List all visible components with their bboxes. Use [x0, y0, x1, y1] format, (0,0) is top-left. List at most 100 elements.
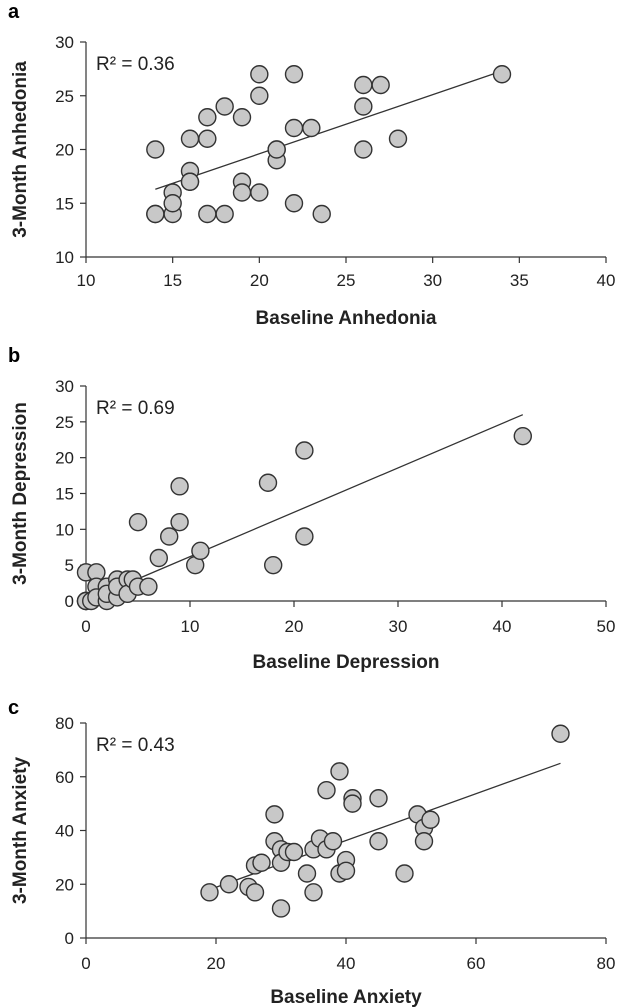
data-point [395, 864, 414, 883]
data-point [252, 853, 271, 872]
data-point [336, 861, 356, 881]
data-point [295, 441, 314, 460]
panel-letter: c [8, 697, 19, 719]
data-point [513, 426, 532, 446]
y-axis-title: 3-Month Anxiety [10, 757, 31, 905]
x-tick-label: 80 [597, 954, 616, 973]
data-point [250, 183, 269, 202]
x-tick-label: 35 [510, 271, 529, 290]
data-point [159, 527, 179, 546]
data-point [170, 512, 189, 532]
y-tick-label: 0 [65, 929, 74, 948]
x-tick-label: 10 [181, 617, 200, 636]
data-point [551, 724, 570, 743]
y-tick-label: 20 [55, 449, 74, 468]
data-point [265, 805, 284, 824]
x-axis-title: Baseline Depression [253, 652, 440, 673]
data-point [284, 842, 304, 862]
data-point [198, 129, 217, 148]
data-point [180, 129, 200, 148]
y-tick-label: 20 [55, 141, 74, 160]
data-point [284, 65, 304, 84]
data-point [304, 883, 323, 902]
data-point [264, 555, 283, 575]
data-point [414, 832, 434, 851]
data-point [198, 204, 217, 224]
data-point [343, 794, 362, 813]
data-point [421, 810, 440, 829]
data-point [271, 899, 291, 918]
data-point [170, 477, 189, 496]
y-tick-label: 60 [55, 768, 74, 787]
data-point [146, 140, 165, 159]
x-tick-label: 25 [337, 271, 356, 290]
data-point [330, 762, 349, 781]
data-point [128, 512, 148, 532]
x-tick-label: 60 [467, 954, 486, 973]
data-point [250, 65, 269, 84]
panel-letter: a [8, 1, 20, 23]
panel-letter: b [8, 345, 20, 367]
y-tick-label: 30 [55, 377, 74, 396]
data-point [258, 473, 278, 492]
data-point [219, 875, 239, 894]
data-point [284, 194, 304, 213]
data-point [312, 204, 331, 224]
x-tick-label: 30 [423, 271, 442, 290]
y-tick-label: 15 [55, 194, 74, 213]
data-point [317, 780, 336, 800]
data-point [198, 108, 217, 127]
x-tick-label: 0 [81, 617, 90, 636]
data-point [146, 204, 165, 224]
data-point [302, 118, 321, 138]
y-axis-title: 3-Month Anhedonia [10, 61, 31, 238]
r-squared-label: R² = 0.36 [96, 54, 175, 75]
x-tick-label: 50 [597, 617, 616, 636]
data-point [295, 527, 314, 546]
data-point [245, 883, 265, 902]
data-point [200, 883, 219, 902]
y-tick-label: 10 [55, 248, 74, 267]
x-tick-label: 15 [163, 271, 182, 290]
x-axis-title: Baseline Anxiety [270, 987, 422, 1008]
panel-c: c 0 20 40 60 80 0 20 40 60 80 Baseline Anxiety 3-Mon… [8, 697, 615, 1008]
data-point [163, 194, 182, 213]
y-axis-title: 3-Month Depression [10, 402, 31, 585]
x-tick-label: 20 [285, 617, 304, 636]
data-point [149, 548, 169, 568]
data-point [232, 108, 252, 127]
data-point [232, 183, 252, 202]
data-point [369, 789, 388, 808]
y-tick-label: 25 [55, 413, 74, 432]
r-squared-label: R² = 0.69 [96, 398, 175, 419]
data-point [191, 541, 210, 561]
r-squared-label: R² = 0.43 [96, 735, 175, 756]
x-tick-label: 0 [81, 954, 90, 973]
data-point [388, 129, 408, 148]
x-tick-label: 20 [207, 954, 226, 973]
data-point [215, 204, 234, 224]
x-axis-title: Baseline Anhedonia [256, 308, 437, 329]
x-tick-label: 40 [597, 271, 616, 290]
trend-line [85, 414, 524, 602]
y-tick-label: 40 [55, 822, 74, 841]
trend-line [155, 70, 503, 190]
x-tick-label: 40 [337, 954, 356, 973]
data-point [284, 118, 304, 138]
y-tick-label: 25 [55, 87, 74, 106]
data-point [215, 97, 234, 116]
data-point [323, 832, 343, 851]
data-point [139, 577, 158, 596]
data-point [354, 140, 373, 159]
panel-b: b 0 5 10 15 20 25 30 0 10 20 30 40 50 Baseline Depress… [8, 345, 615, 673]
y-tick-label: 20 [55, 875, 74, 894]
panel-a: a 10 15 20 25 30 10 15 20 25 30 35 40 Baseline Anhedo… [8, 1, 615, 329]
data-point [250, 86, 269, 105]
x-tick-label: 10 [77, 271, 96, 290]
y-tick-label: 0 [65, 592, 74, 611]
data-point [492, 65, 512, 84]
x-tick-label: 30 [389, 617, 408, 636]
x-tick-label: 40 [493, 617, 512, 636]
y-tick-label: 15 [55, 485, 74, 504]
